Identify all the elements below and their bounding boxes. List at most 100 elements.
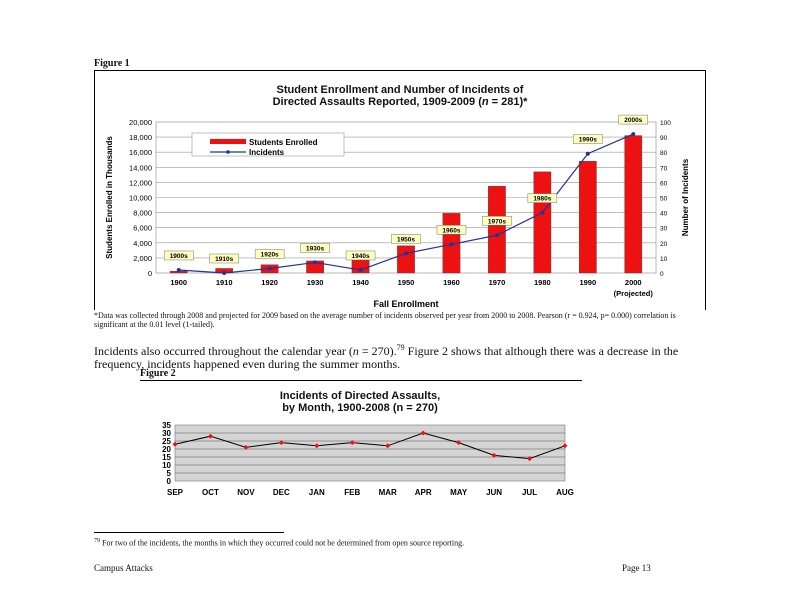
chart-1-incidents-point xyxy=(404,251,408,256)
footnote-rule xyxy=(94,532,284,533)
chart-1-incidents-point xyxy=(222,271,227,275)
chart-1-bar xyxy=(624,135,643,274)
figure-1-title-line-1: Student Enrollment and Number of Inciden… xyxy=(276,84,524,96)
chart-2-x-tick-label: DEC xyxy=(273,488,290,497)
chart-1-y-tick-label: 0 xyxy=(148,269,152,278)
chart-1-y2-axis-title: Number of Incidents xyxy=(681,158,690,236)
chart-2-data-point xyxy=(278,440,284,446)
chart-2-x-tick-label: JUL xyxy=(522,488,537,497)
chart-1-y-axis-title: Students Enrolled in Thousands xyxy=(105,136,114,259)
chart-1-incidents-point xyxy=(494,233,499,238)
chart-2-data-point xyxy=(385,443,391,449)
chart-1-incidents-point xyxy=(176,267,181,272)
chart-1-bar xyxy=(397,245,415,274)
chart-2-data-point xyxy=(207,433,213,439)
footer-right: Page 13 xyxy=(622,563,651,573)
chart-1-point-label: 1960s xyxy=(442,227,460,234)
figure-1-left-rule xyxy=(94,70,95,310)
chart-1-y-tick-label: 8,000 xyxy=(133,209,152,218)
chart-1-y2-tick-label: 60 xyxy=(660,180,668,187)
chart-1-point-label-box xyxy=(618,114,648,125)
chart-2-y-tick-label: 10 xyxy=(162,461,171,470)
chart-1-x-tick-label: 1990 xyxy=(579,278,596,287)
chart-1-point-label: 1900s xyxy=(170,253,188,260)
figure-1-label: Figure 1 xyxy=(94,58,130,69)
chart-1-point-label-box xyxy=(573,134,603,144)
figure-2-top-rule xyxy=(140,380,582,381)
figure-2-title: Incidents of Directed Assaults, by Month… xyxy=(170,390,550,414)
chart-2-data-point xyxy=(349,440,355,446)
chart-1-y-tick-label: 20,000 xyxy=(129,118,152,127)
figure-1-footnote: *Data was collected through 2008 and pro… xyxy=(94,311,676,329)
chart-1-point-label: 1970s xyxy=(488,218,506,225)
legend-students-enrolled: Students Enrolled xyxy=(249,138,318,147)
chart-2-data-point xyxy=(562,443,568,449)
chart-1-y2-tick-label: 20 xyxy=(660,241,668,248)
chart-1-y2-tick-label: 40 xyxy=(660,211,668,218)
chart-1-point-label: 1950s xyxy=(397,236,415,243)
legend-bar-swatch xyxy=(210,139,246,144)
chart-2-x-tick-label: MAR xyxy=(379,488,397,497)
chart-1-x-tick-label: 1940 xyxy=(352,278,369,287)
footnote-79: 79 For two of the incidents, the months … xyxy=(94,538,465,548)
chart-1-point-label-box xyxy=(391,234,421,244)
chart-2-y-tick-label: 5 xyxy=(167,469,172,478)
enrollment-incidents-chart: 1900s 1910s 1920s 1930s 1940s 1950s 1960s 1970s… xyxy=(105,114,690,309)
chart-1-y2-tick-label: 0 xyxy=(660,271,664,278)
chart-1-x-tick-label: 1960 xyxy=(443,278,460,287)
chart-2-y-tick-label: 15 xyxy=(162,453,171,462)
chart-1-point-label-box xyxy=(300,243,330,253)
chart-1-point-label: 1930s xyxy=(306,245,324,252)
chart-2-x-tick-label: MAY xyxy=(450,488,468,497)
chart-1-y-tick-label: 18,000 xyxy=(129,133,152,142)
chart-1-legend: Students Enrolled Incidents xyxy=(191,132,345,157)
figure-2-title-line-1: Incidents of Directed Assaults, xyxy=(279,390,441,402)
figure-1-top-rule xyxy=(94,70,706,71)
chart-1-x-tick-sublabel: (Projected) xyxy=(614,289,654,298)
chart-2-data-point xyxy=(243,444,249,450)
chart-2-data-point xyxy=(527,456,533,462)
chart-2-y-tick-label: 30 xyxy=(162,429,171,438)
chart-1-point-label-box xyxy=(345,250,376,261)
chart-2-y-tick-label: 35 xyxy=(162,421,171,430)
chart-1-x-tick-label: 1920 xyxy=(261,278,278,287)
chart-2-data-point xyxy=(456,440,462,446)
chart-1-point-label-box xyxy=(527,193,558,203)
chart-1-point-label: 1910s xyxy=(215,256,233,263)
chart-1-point-label: 1990s xyxy=(579,137,597,144)
chart-1-x-tick-label: 1950 xyxy=(398,278,415,287)
chart-1-incidents-point xyxy=(358,267,363,272)
chart-1-y2-tick-label: 70 xyxy=(660,165,668,172)
chart-2-y-tick-label: 20 xyxy=(162,445,171,454)
chart-1-x-tick-label: 1900 xyxy=(170,278,187,287)
chart-2-x-tick-label: OCT xyxy=(202,488,219,497)
figure-1-title-line-2: Directed Assaults Reported, 1909-2009 (n… xyxy=(272,96,528,108)
chart-2-x-tick-label: FEB xyxy=(344,488,360,497)
chart-1-y-tick-label: 16,000 xyxy=(129,148,152,157)
chart-2-x-tick-label: AUG xyxy=(556,488,574,497)
chart-1-point-label-box xyxy=(164,250,194,261)
chart-1-x-tick-label: 1930 xyxy=(307,278,324,287)
chart-1-incidents-point xyxy=(585,151,590,156)
chart-1-y-tick-label: 4,000 xyxy=(133,239,152,248)
chart-1-point-label-box xyxy=(209,253,239,264)
chart-2-incidents-line xyxy=(174,432,566,460)
chart-1-x-tick-label: 1980 xyxy=(534,278,551,287)
chart-2-x-tick-label: APR xyxy=(415,488,432,497)
chart-1-incidents-point xyxy=(631,132,636,137)
chart-1-point-label: 1940s xyxy=(352,253,370,260)
figure-2-title-line-2: by Month, 1900-2008 (n = 270) xyxy=(282,402,438,414)
footer-left: Campus Attacks xyxy=(94,563,153,573)
chart-2-x-tick-label: NOV xyxy=(237,488,255,497)
legend-box xyxy=(191,132,345,157)
legend-incidents: Incidents xyxy=(249,148,285,157)
figure-1-title: Student Enrollment and Number of Inciden… xyxy=(160,84,640,108)
chart-1-x-tick-label: 1970 xyxy=(489,278,506,287)
chart-2-x-tick-label: SEP xyxy=(167,488,184,497)
chart-1-bar xyxy=(533,171,552,274)
chart-1-point-label: 1920s xyxy=(261,251,279,258)
chart-1-x-tick-label: 1910 xyxy=(216,278,233,287)
chart-2-data-point xyxy=(172,441,178,447)
chart-1-incidents-point xyxy=(267,266,272,271)
